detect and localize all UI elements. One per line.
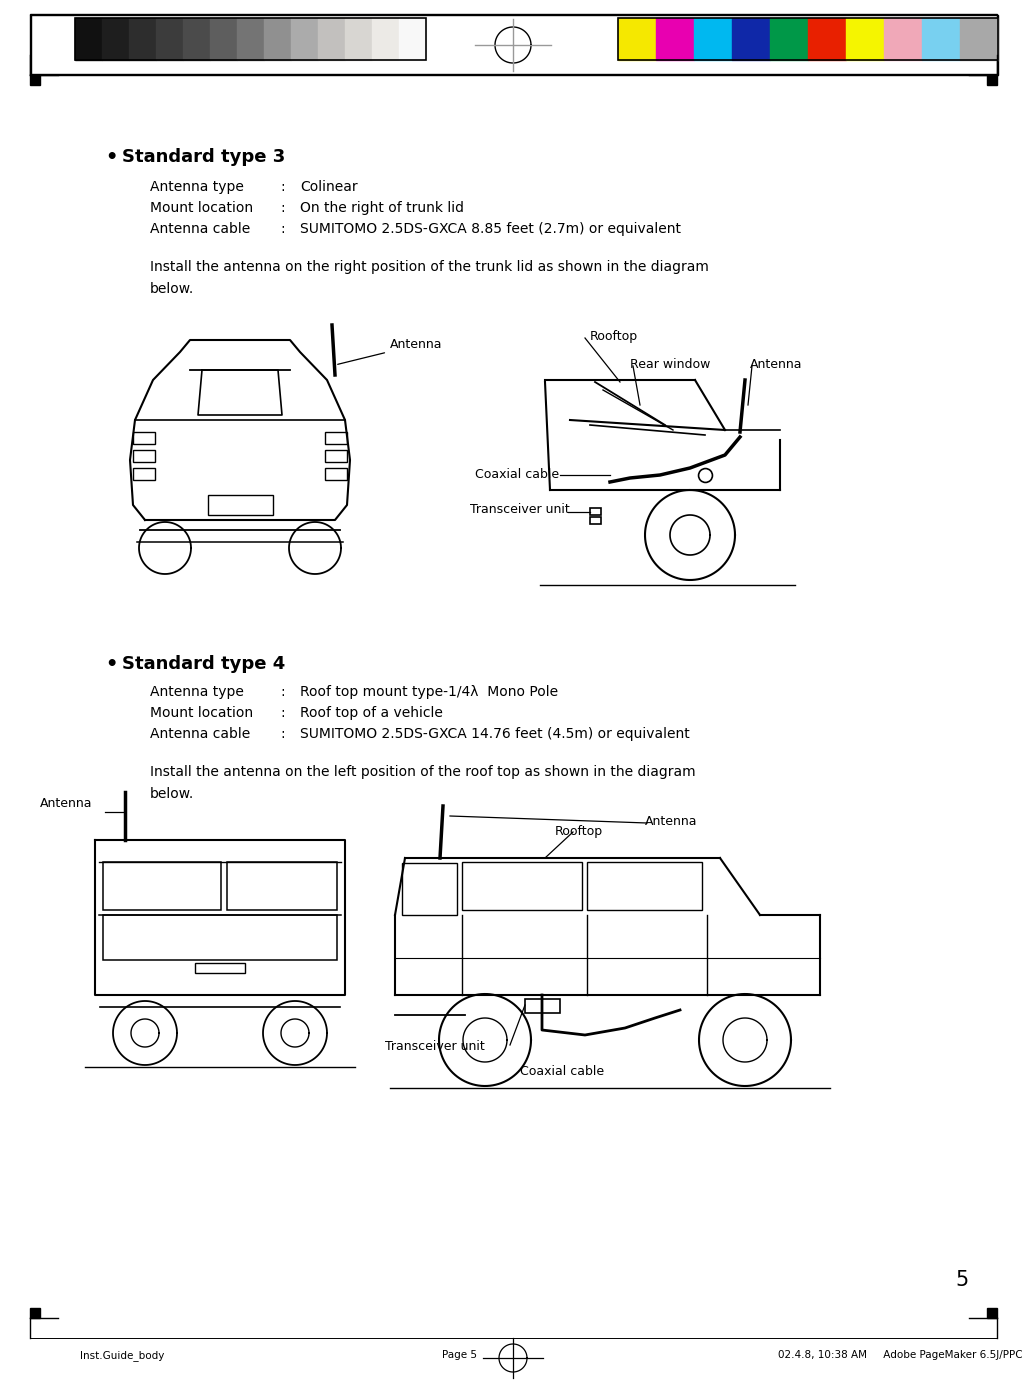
Text: :: : xyxy=(280,685,284,699)
Bar xyxy=(732,18,770,60)
Bar xyxy=(589,517,601,524)
Bar xyxy=(208,495,273,515)
Text: Install the antenna on the right position of the trunk lid as shown in the diagr: Install the antenna on the right positio… xyxy=(150,260,709,295)
Text: Page 5: Page 5 xyxy=(443,1350,478,1360)
Bar xyxy=(618,18,998,60)
Bar xyxy=(808,18,846,60)
Bar xyxy=(325,432,347,444)
Text: Standard type 3: Standard type 3 xyxy=(122,148,286,166)
Bar xyxy=(318,18,345,60)
Text: •: • xyxy=(105,148,117,167)
Bar xyxy=(694,18,732,60)
Bar xyxy=(345,18,372,60)
Text: Roof top of a vehicle: Roof top of a vehicle xyxy=(300,706,443,720)
Bar xyxy=(237,18,264,60)
Text: Antenna cable: Antenna cable xyxy=(150,727,251,741)
Bar xyxy=(134,450,155,462)
Text: Transceiver unit: Transceiver unit xyxy=(470,503,570,515)
Text: Install the antenna on the left position of the roof top as shown in the diagram: Install the antenna on the left position… xyxy=(150,765,695,801)
Bar xyxy=(30,1308,40,1318)
Text: :: : xyxy=(280,706,284,720)
Bar xyxy=(30,75,40,85)
Bar xyxy=(400,18,426,60)
Text: Antenna cable: Antenna cable xyxy=(150,221,251,235)
Text: On the right of trunk lid: On the right of trunk lid xyxy=(300,201,464,215)
Bar xyxy=(134,432,155,444)
Bar xyxy=(134,468,155,481)
Bar xyxy=(656,18,694,60)
Text: SUMITOMO 2.5DS-GXCA 14.76 feet (4.5m) or equivalent: SUMITOMO 2.5DS-GXCA 14.76 feet (4.5m) or… xyxy=(300,727,690,741)
Text: Antenna: Antenna xyxy=(338,338,443,365)
Text: :: : xyxy=(280,201,284,215)
Text: Antenna type: Antenna type xyxy=(150,180,243,194)
Text: Standard type 4: Standard type 4 xyxy=(122,655,286,673)
Bar xyxy=(987,1308,997,1318)
Bar xyxy=(325,468,347,481)
Text: 5: 5 xyxy=(955,1270,968,1290)
Bar xyxy=(102,18,129,60)
Text: 02.4.8, 10:38 AM     Adobe PageMaker 6.5J/PPC: 02.4.8, 10:38 AM Adobe PageMaker 6.5J/PP… xyxy=(777,1350,1022,1360)
Bar xyxy=(589,508,601,515)
Text: Mount location: Mount location xyxy=(150,201,253,215)
Bar xyxy=(846,18,884,60)
Text: Rooftop: Rooftop xyxy=(589,330,638,343)
Text: Rooftop: Rooftop xyxy=(555,825,603,839)
Text: Coaxial cable: Coaxial cable xyxy=(520,1066,604,1078)
Bar xyxy=(291,18,318,60)
Text: Antenna type: Antenna type xyxy=(150,685,243,699)
Bar xyxy=(183,18,210,60)
Bar xyxy=(195,963,245,972)
Bar xyxy=(210,18,237,60)
Bar xyxy=(129,18,156,60)
Bar xyxy=(402,864,457,915)
Text: Colinear: Colinear xyxy=(300,180,357,194)
Text: Antenna: Antenna xyxy=(645,815,697,827)
Text: Antenna: Antenna xyxy=(750,358,802,371)
Bar xyxy=(884,18,922,60)
Bar xyxy=(103,862,221,910)
Text: SUMITOMO 2.5DS-GXCA 8.85 feet (2.7m) or equivalent: SUMITOMO 2.5DS-GXCA 8.85 feet (2.7m) or … xyxy=(300,221,681,235)
Bar xyxy=(922,18,960,60)
Bar xyxy=(264,18,291,60)
Text: Mount location: Mount location xyxy=(150,706,253,720)
Bar xyxy=(462,862,582,910)
Bar xyxy=(75,18,102,60)
Text: •: • xyxy=(105,655,117,674)
Bar xyxy=(325,450,347,462)
Bar xyxy=(156,18,183,60)
Text: :: : xyxy=(280,727,284,741)
Bar xyxy=(103,915,337,960)
Bar xyxy=(960,18,998,60)
Text: Coaxial cable: Coaxial cable xyxy=(476,468,559,481)
Bar xyxy=(987,75,997,85)
Bar xyxy=(227,862,337,910)
Text: Transceiver unit: Transceiver unit xyxy=(385,1041,485,1053)
Bar xyxy=(75,18,426,60)
Text: :: : xyxy=(280,180,284,194)
Bar xyxy=(525,999,560,1013)
Text: Rear window: Rear window xyxy=(630,358,711,371)
Bar xyxy=(618,18,656,60)
Bar xyxy=(372,18,400,60)
Bar xyxy=(587,862,702,910)
Text: Inst.Guide_body: Inst.Guide_body xyxy=(80,1350,164,1361)
Bar xyxy=(770,18,808,60)
Text: Roof top mount type-1/4λ  Mono Pole: Roof top mount type-1/4λ Mono Pole xyxy=(300,685,558,699)
Text: :: : xyxy=(280,221,284,235)
Text: Antenna: Antenna xyxy=(40,797,92,809)
